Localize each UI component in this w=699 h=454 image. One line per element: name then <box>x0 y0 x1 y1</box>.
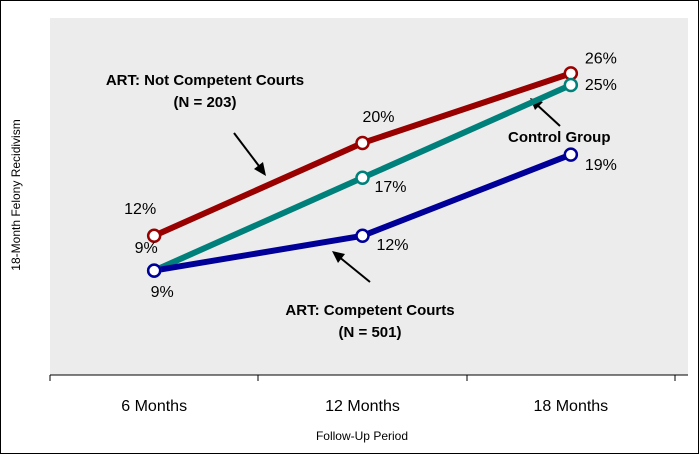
point <box>146 263 162 278</box>
data-label: 9% <box>151 284 174 301</box>
x-tick-label: 12 Months <box>325 398 400 415</box>
point <box>355 135 370 151</box>
point <box>563 77 579 93</box>
data-label: 17% <box>374 179 406 196</box>
point <box>355 170 370 186</box>
data-label: 9% <box>135 240 158 257</box>
y-axis-title: 18-Month Felony Recidivism <box>9 119 23 270</box>
x-tick-label: 6 Months <box>121 398 187 415</box>
x-tick-label: 18 Months <box>533 398 608 415</box>
annotation: Control Group <box>508 129 611 146</box>
data-label: 20% <box>362 109 394 126</box>
arrows <box>233 98 561 283</box>
plot-area <box>50 18 688 375</box>
data-label: 26% <box>585 51 617 68</box>
annotation: ART: Not Competent Courts (N = 203) <box>105 72 305 111</box>
data-label: 25% <box>585 77 617 94</box>
data-label: 12% <box>124 201 156 218</box>
data-label: 12% <box>376 237 408 254</box>
point <box>355 228 370 244</box>
point <box>146 228 162 244</box>
data-label: 19% <box>585 157 617 174</box>
point <box>563 147 579 162</box>
x-axis-title: Follow-Up Period <box>316 429 408 443</box>
point <box>563 66 579 81</box>
annotation: ART: Competent Courts (N = 501) <box>285 302 455 341</box>
